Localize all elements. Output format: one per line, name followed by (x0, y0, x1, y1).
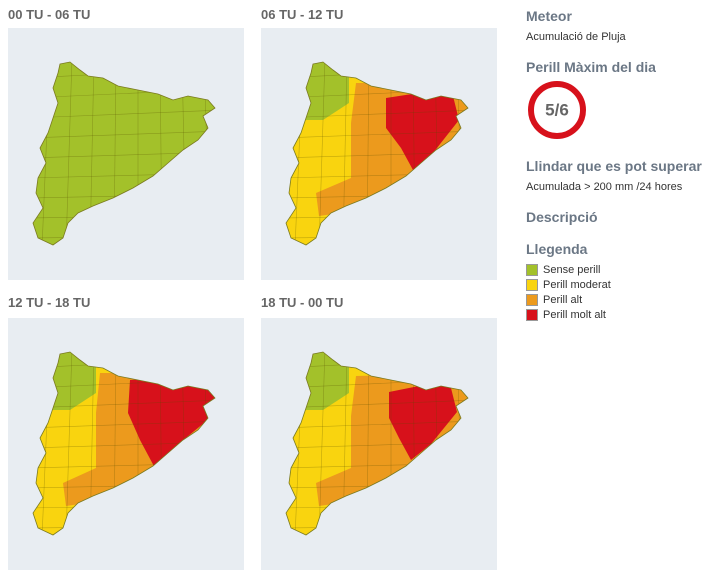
legend-item: Sense perill (526, 262, 611, 277)
legend-label: Perill moderat (543, 278, 611, 291)
district-border (203, 352, 211, 535)
district-border (456, 352, 464, 535)
region-layer (18, 348, 215, 538)
region-layer (18, 58, 215, 248)
hazard-zone (386, 88, 459, 170)
district-border (456, 62, 464, 245)
map (18, 348, 216, 538)
panel-title: 00 TU - 06 TU (8, 7, 91, 22)
district-border (286, 130, 468, 139)
district-border (318, 62, 326, 245)
district-border (18, 348, 28, 538)
legend: Sense perill Perill moderat Perill alt Peri… (526, 262, 611, 322)
text: Acumulació de Pluja (526, 31, 626, 43)
region-outline (285, 351, 469, 536)
legend-label: Perill molt alt (543, 308, 606, 321)
heading: Llindar que es pot superar (526, 158, 702, 174)
hazard-zone (33, 62, 215, 245)
district-border (18, 58, 28, 248)
region-outline (32, 351, 216, 536)
heading: Descripció (526, 209, 598, 225)
district-border (65, 62, 73, 245)
danger-gauge: 5/6 (528, 81, 586, 139)
legend-item: Perill alt (526, 292, 611, 307)
map (271, 58, 469, 248)
hazard-zone (128, 376, 215, 470)
legend-label: Perill alt (543, 293, 583, 306)
district-border (271, 348, 281, 538)
panel-title: 12 TU - 18 TU (8, 295, 91, 310)
legend-label: Sense perill (543, 263, 601, 276)
legend-swatch (526, 293, 538, 306)
district-border (33, 420, 215, 429)
district-border (181, 352, 187, 535)
region-outline (285, 61, 469, 246)
district-border (286, 420, 468, 429)
text: Acumulada > 200 mm /24 hores (526, 181, 683, 193)
panel-title: 06 TU - 12 TU (261, 7, 344, 22)
district-border (33, 130, 215, 139)
heading: Llegenda (526, 241, 588, 257)
map-panel (8, 318, 244, 570)
heading: Meteor (526, 8, 572, 24)
map (271, 348, 469, 538)
region-layer (271, 58, 468, 248)
district-border (65, 352, 73, 535)
region-outline (32, 61, 216, 246)
district-border (33, 399, 215, 409)
district-border (318, 352, 326, 535)
map-panel (261, 318, 497, 570)
map (18, 58, 216, 248)
heading: Perill Màxim del dia (526, 59, 656, 75)
legend-item: Perill molt alt (526, 307, 611, 322)
panel-title: 18 TU - 00 TU (261, 295, 344, 310)
legend-swatch (526, 308, 538, 321)
map-panel (8, 28, 244, 280)
legend-swatch (526, 278, 538, 291)
district-border (181, 62, 187, 245)
legend-swatch (526, 263, 538, 276)
hazard-zone (389, 380, 457, 460)
map-panel (261, 28, 497, 280)
region-layer (271, 348, 468, 538)
district-border (434, 62, 440, 245)
district-border (271, 58, 281, 248)
district-border (286, 399, 468, 409)
legend-item: Perill moderat (526, 277, 611, 292)
district-border (33, 109, 215, 119)
district-border (434, 352, 440, 535)
gauge-label: 5/6 (545, 100, 569, 119)
district-border (286, 109, 468, 119)
district-border (203, 62, 211, 245)
gauge-ring (528, 81, 586, 139)
